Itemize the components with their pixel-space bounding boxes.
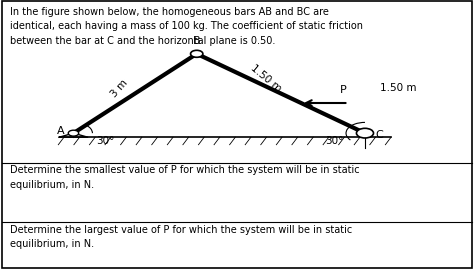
Text: Determine the smallest value of P for which the system will be in static
equilib: Determine the smallest value of P for wh… xyxy=(10,165,360,190)
Text: In the figure shown below, the homogeneous bars AB and BC are
identical, each ha: In the figure shown below, the homogeneo… xyxy=(10,7,364,45)
Text: A: A xyxy=(57,126,65,136)
Text: B: B xyxy=(193,36,201,46)
Text: 1.50 m: 1.50 m xyxy=(248,63,283,94)
Text: Determine the largest value of P for which the system will be in static
equilibr: Determine the largest value of P for whi… xyxy=(10,225,353,249)
Text: 30°: 30° xyxy=(325,136,343,146)
Text: 30°: 30° xyxy=(96,136,115,146)
Circle shape xyxy=(356,128,374,138)
Text: P: P xyxy=(340,86,347,95)
Text: 3 m: 3 m xyxy=(109,78,130,100)
Text: 1.50 m: 1.50 m xyxy=(380,83,417,93)
Text: C: C xyxy=(375,129,383,140)
Circle shape xyxy=(191,50,203,57)
Circle shape xyxy=(68,130,79,136)
